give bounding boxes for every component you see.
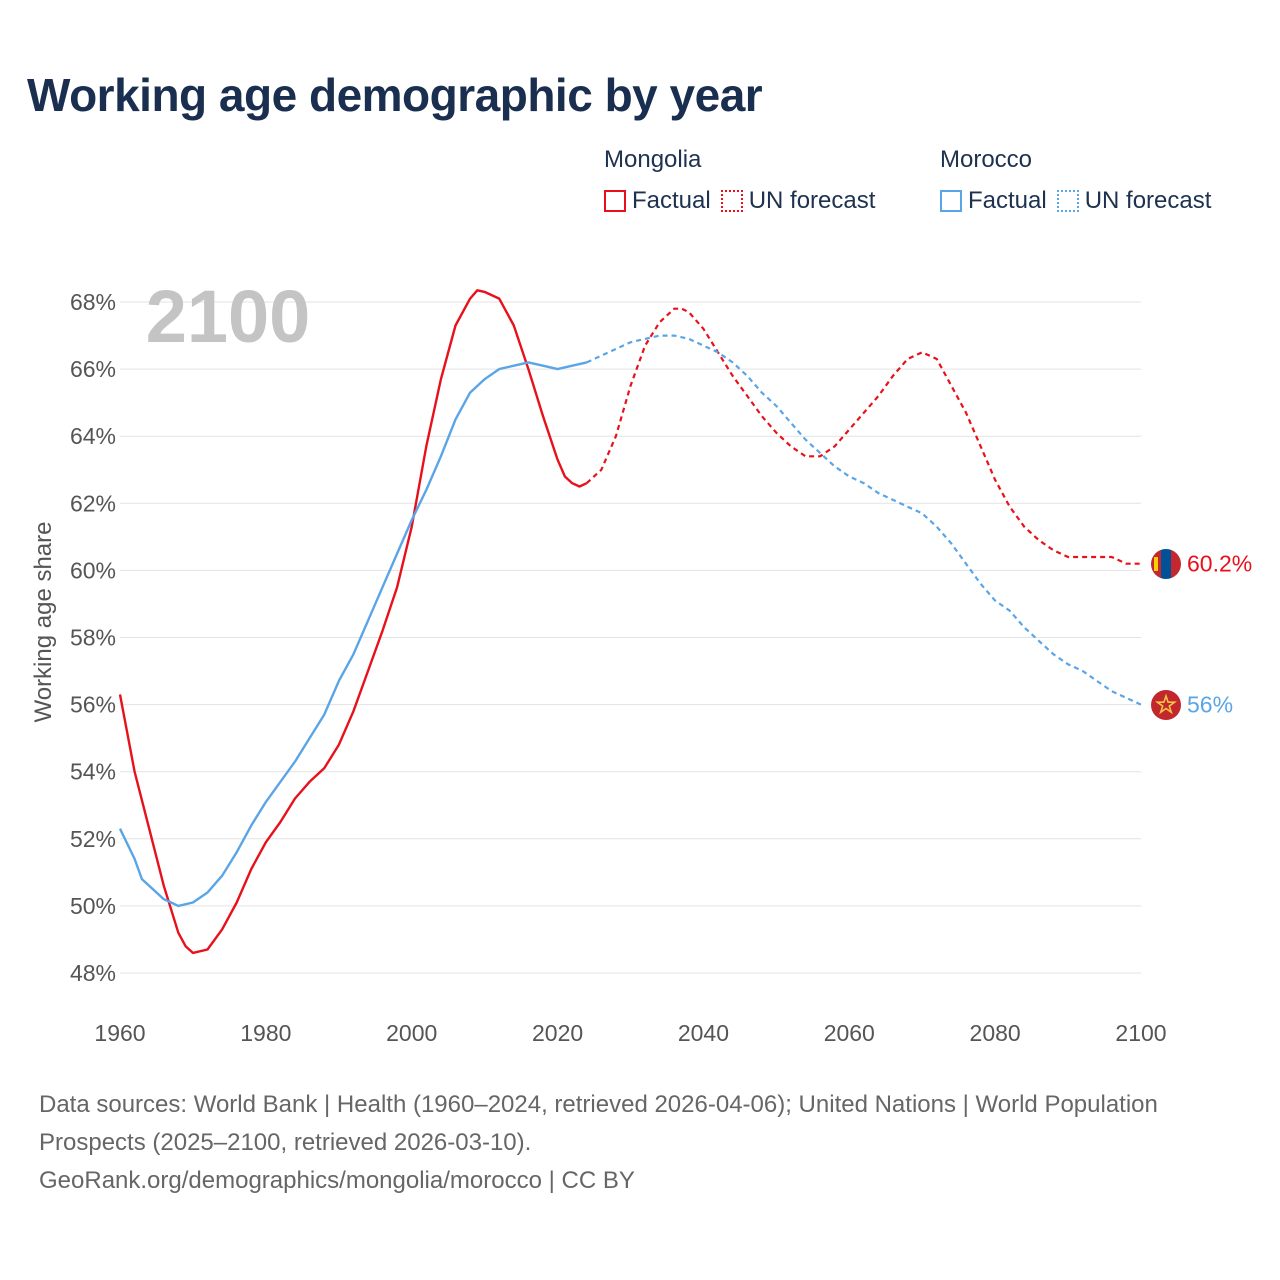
y-tick-label: 48% <box>70 960 116 986</box>
y-tick-label: 64% <box>70 423 116 449</box>
legend-factual-label: Factual <box>968 187 1047 214</box>
y-axis-ticks: 48% 50% 52% 54% 56% 58% 60% 62% 64% 66% 68% <box>70 289 116 986</box>
morocco-factual-line <box>118 361 587 908</box>
line-chart: 48%50%52%54%56%58%60%62%64%66%68% 1960 19… <box>30 275 1252 1046</box>
legend-mongolia: Mongolia Factual UN forecast <box>604 145 885 215</box>
legend-forecast-label: UN forecast <box>748 187 876 214</box>
end-markers <box>1151 549 1181 720</box>
series-lines <box>118 289 1142 955</box>
x-tick-label: 2080 <box>970 1020 1021 1046</box>
legend-morocco: Morocco Factual UN forecast <box>940 145 1221 215</box>
x-tick-label: 1960 <box>94 1020 145 1046</box>
x-tick-label: 2060 <box>824 1020 875 1046</box>
x-axis-ticks: 1960 1980 2000 2020 2040 2060 2080 2100 <box>94 1020 1166 1046</box>
legend-country-label: Mongolia <box>604 146 702 173</box>
morocco-end-label: 56% <box>1187 692 1233 718</box>
y-tick-label: 50% <box>70 893 116 919</box>
x-tick-label: 2020 <box>532 1020 583 1046</box>
data-sources: Data sources: World Bank | Health (1960–… <box>39 1091 1158 1156</box>
forecast-swatch-icon <box>720 190 743 212</box>
morocco-flag-icon <box>1151 690 1181 720</box>
mongolia-forecast-line <box>585 307 1141 565</box>
y-axis-label: Working age share <box>30 522 57 723</box>
footer: Data sources: World Bank | Health (1960–… <box>39 1086 1239 1200</box>
factual-swatch-icon <box>604 190 626 212</box>
chart-title: Working age demographic by year <box>27 69 763 121</box>
y-tick-label: 68% <box>70 289 116 315</box>
y-tick-label: 54% <box>70 759 116 785</box>
legend-country-label: Morocco <box>940 146 1033 173</box>
y-tick-label: 62% <box>70 490 116 516</box>
x-tick-label: 2100 <box>1115 1020 1166 1046</box>
source-link: GeoRank.org/demographics/mongolia/morocc… <box>39 1167 635 1194</box>
x-tick-label: 2040 <box>678 1020 729 1046</box>
forecast-swatch-icon <box>1056 190 1079 212</box>
y-tick-label: 66% <box>70 356 116 382</box>
legend-forecast-label: UN forecast <box>1084 187 1212 214</box>
x-tick-label: 1980 <box>240 1020 291 1046</box>
y-tick-label: 56% <box>70 692 116 718</box>
mongolia-end-label: 60.2% <box>1187 551 1252 577</box>
legend-factual-label: Factual <box>632 187 711 214</box>
end-labels: 60.2% 56% <box>1187 551 1252 718</box>
gridlines <box>120 301 1141 974</box>
factual-swatch-icon <box>940 190 962 212</box>
year-badge: 2100 <box>146 275 311 358</box>
morocco-forecast-line <box>586 334 1142 706</box>
x-tick-label: 2000 <box>386 1020 437 1046</box>
mongolia-factual-line <box>118 289 588 955</box>
y-tick-label: 60% <box>70 557 116 583</box>
y-tick-label: 58% <box>70 625 116 651</box>
y-tick-label: 52% <box>70 826 116 852</box>
mongolia-flag-icon <box>1151 549 1181 579</box>
